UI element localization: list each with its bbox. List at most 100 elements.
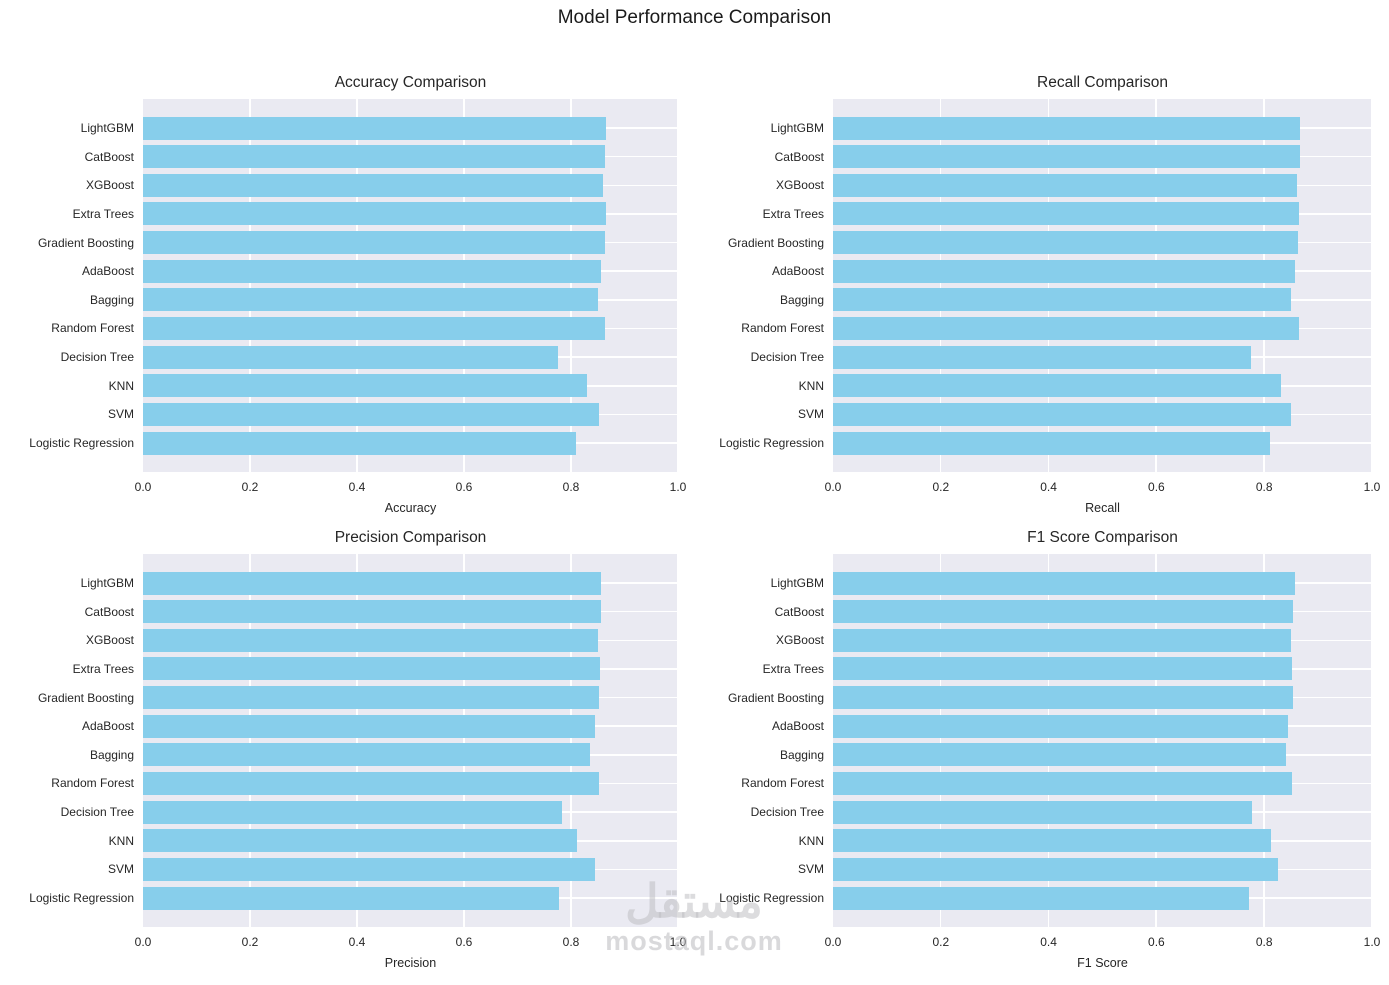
x-tick-label: 0.6 [1148,935,1165,949]
y-tick-label: Logistic Regression [29,891,134,906]
x-gridline [1047,554,1050,927]
plot-area [833,99,1372,472]
subplot-precision: Precision Comparison Precision LightGBM C… [29,529,686,970]
bar-extra-trees [143,657,601,681]
y-tick-label: SVM [107,407,134,422]
y-tick-label: Bagging [89,292,134,307]
bar-extra-trees [833,657,1292,681]
y-tick-label: Logistic Regression [719,436,824,451]
bar-svm [833,402,1292,426]
x-gridline [1155,554,1157,927]
y-tick-label: XGBoost [775,633,824,648]
x-gridline [463,99,465,472]
bar-adaboost [143,259,601,283]
y-tick-label: Decision Tree [750,805,824,820]
bar-random-forest [833,771,1292,795]
x-axis-label: Precision [384,956,437,970]
bar-xgboost [143,173,603,197]
figure-title: Model Performance Comparison [557,7,832,28]
bar-lightgbm [833,571,1295,595]
y-tick-label: Extra Trees [72,206,134,221]
y-tick-label: Logistic Regression [719,891,824,906]
bar-gradient-boosting [143,231,606,255]
x-gridline [570,554,572,927]
x-tick-label: 0.2 [932,935,950,949]
y-tick-label: Random Forest [51,321,134,336]
x-gridline [939,554,942,927]
y-tick-label: LightGBM [80,576,134,590]
x-tick-label: 0.2 [932,480,950,494]
bar-xgboost [833,173,1297,197]
bar-adaboost [833,714,1288,738]
bar-catboost [143,145,606,169]
bar-logistic-regression [833,431,1270,455]
x-tick-label: 0.4 [348,480,366,494]
bar-bagging [833,288,1291,312]
bar-knn [143,374,587,398]
x-tick-label: 0.0 [134,480,152,494]
subplot-recall: Recall Comparison Recall LightGBM CatBoos… [719,74,1380,515]
x-tick-label: 0.2 [241,480,259,494]
bar-bagging [833,743,1286,767]
y-tick-label: XGBoost [775,178,824,193]
x-tick-label: 0.4 [1040,480,1057,494]
plot-area [143,99,678,472]
y-tick-label: AdaBoost [771,264,824,279]
y-tick-label: KNN [108,833,134,848]
bar-adaboost [833,259,1295,283]
x-tick-label: 0.8 [562,480,580,494]
y-tick-label: LightGBM [80,121,134,135]
y-tick-label: Bagging [779,747,824,762]
bar-logistic-regression [833,886,1249,910]
x-gridline [356,99,358,472]
y-tick-label: AdaBoost [81,264,134,279]
y-tick-label: Logistic Regression [29,436,134,451]
bar-gradient-boosting [143,686,600,710]
y-tick-label: CatBoost [84,604,134,619]
plot-area [833,554,1372,927]
y-tick-label: SVM [797,407,824,422]
y-tick-label: CatBoost [774,149,824,164]
x-gridline [570,99,572,472]
y-tick-label: KNN [108,378,134,393]
bar-decision-tree [833,800,1253,824]
bar-catboost [833,145,1300,169]
x-gridline [677,99,678,472]
bar-xgboost [833,628,1292,652]
y-tick-label: XGBoost [85,178,134,193]
y-tick-label: Extra Trees [762,206,824,221]
y-tick-label: KNN [798,378,824,393]
x-axis-label: Recall [1085,501,1120,515]
y-tick-label: LightGBM [770,576,824,590]
subplot-title: F1 Score Comparison [1027,529,1178,546]
y-tick-label: AdaBoost [81,719,134,734]
y-tick-label: Random Forest [741,321,824,336]
y-tick-label: Random Forest [51,776,134,791]
x-tick-label: 1.0 [669,935,687,949]
bar-logistic-regression [143,431,576,455]
bar-random-forest [833,316,1299,340]
bar-svm [143,857,595,881]
y-tick-label: AdaBoost [771,719,824,734]
bar-catboost [143,600,601,624]
subplot-title: Precision Comparison [334,529,487,546]
y-tick-label: Extra Trees [762,661,824,676]
x-axis-label: Accuracy [384,501,437,515]
y-tick-label: Decision Tree [60,350,134,365]
bar-lightgbm [833,116,1300,140]
x-gridline [939,99,942,472]
x-tick-label: 0.6 [455,480,473,494]
bar-decision-tree [143,345,559,369]
y-tick-label: Bagging [89,747,134,762]
y-tick-label: Random Forest [741,776,824,791]
x-gridline [356,554,358,927]
x-gridline [249,554,251,927]
y-tick-label: Gradient Boosting [727,690,824,705]
x-tick-label: 0.8 [1255,935,1273,949]
x-gridline [1371,99,1372,472]
x-tick-label: 0.8 [562,935,580,949]
y-tick-label: Decision Tree [60,805,134,820]
x-gridline [1263,554,1265,927]
y-tick-label: Gradient Boosting [727,235,824,250]
